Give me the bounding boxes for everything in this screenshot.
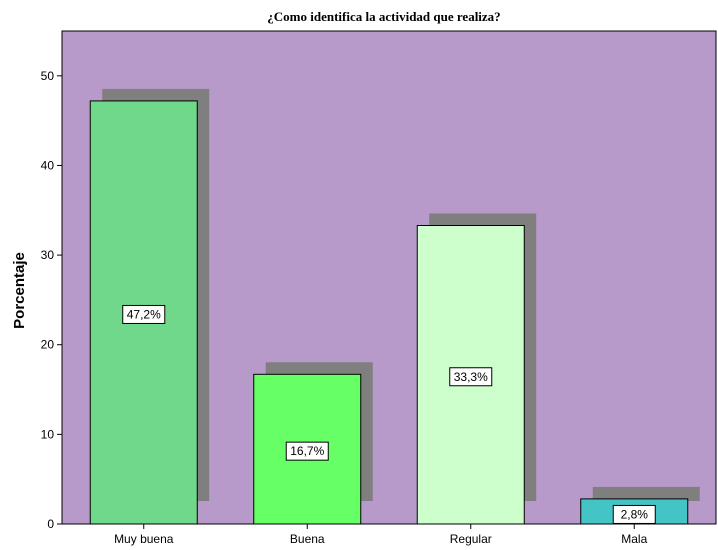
data-label-box-2 — [285, 441, 329, 461]
chart-title: ¿Como identifica la actividad que realiz… — [267, 9, 500, 24]
x-tick-label-2: Buena — [290, 532, 325, 546]
data-label-2: 16,7% — [290, 444, 324, 458]
y-tick-label-0: 0 — [47, 517, 54, 531]
data-labels: 47,2% 16,7% 33,3% 2,8% — [122, 304, 656, 524]
y-tick-label-40: 40 — [41, 158, 55, 172]
y-tick-label-10: 10 — [41, 427, 55, 441]
data-label-box-3 — [449, 367, 493, 387]
x-tick-label-1: Muy buena — [114, 532, 174, 546]
y-tick-label-50: 50 — [41, 69, 55, 83]
data-label-box-4 — [612, 504, 656, 524]
y-axis-title: Porcentaje — [11, 252, 28, 329]
x-tick-label-3: Regular — [450, 532, 492, 546]
data-label-4: 2,8% — [621, 507, 649, 521]
bar-shadow-4 — [592, 486, 700, 501]
data-label-box-1 — [122, 304, 166, 324]
data-label-1: 47,2% — [127, 307, 161, 321]
y-tick-label-30: 30 — [41, 248, 55, 262]
y-tick-label-20: 20 — [41, 338, 55, 352]
data-label-3: 33,3% — [454, 370, 488, 384]
x-axis-ticks: Muy buena Buena Regular Mala — [114, 524, 648, 546]
x-tick-label-4: Mala — [621, 532, 647, 546]
y-axis-ticks: 0 10 20 30 40 50 — [41, 69, 62, 531]
